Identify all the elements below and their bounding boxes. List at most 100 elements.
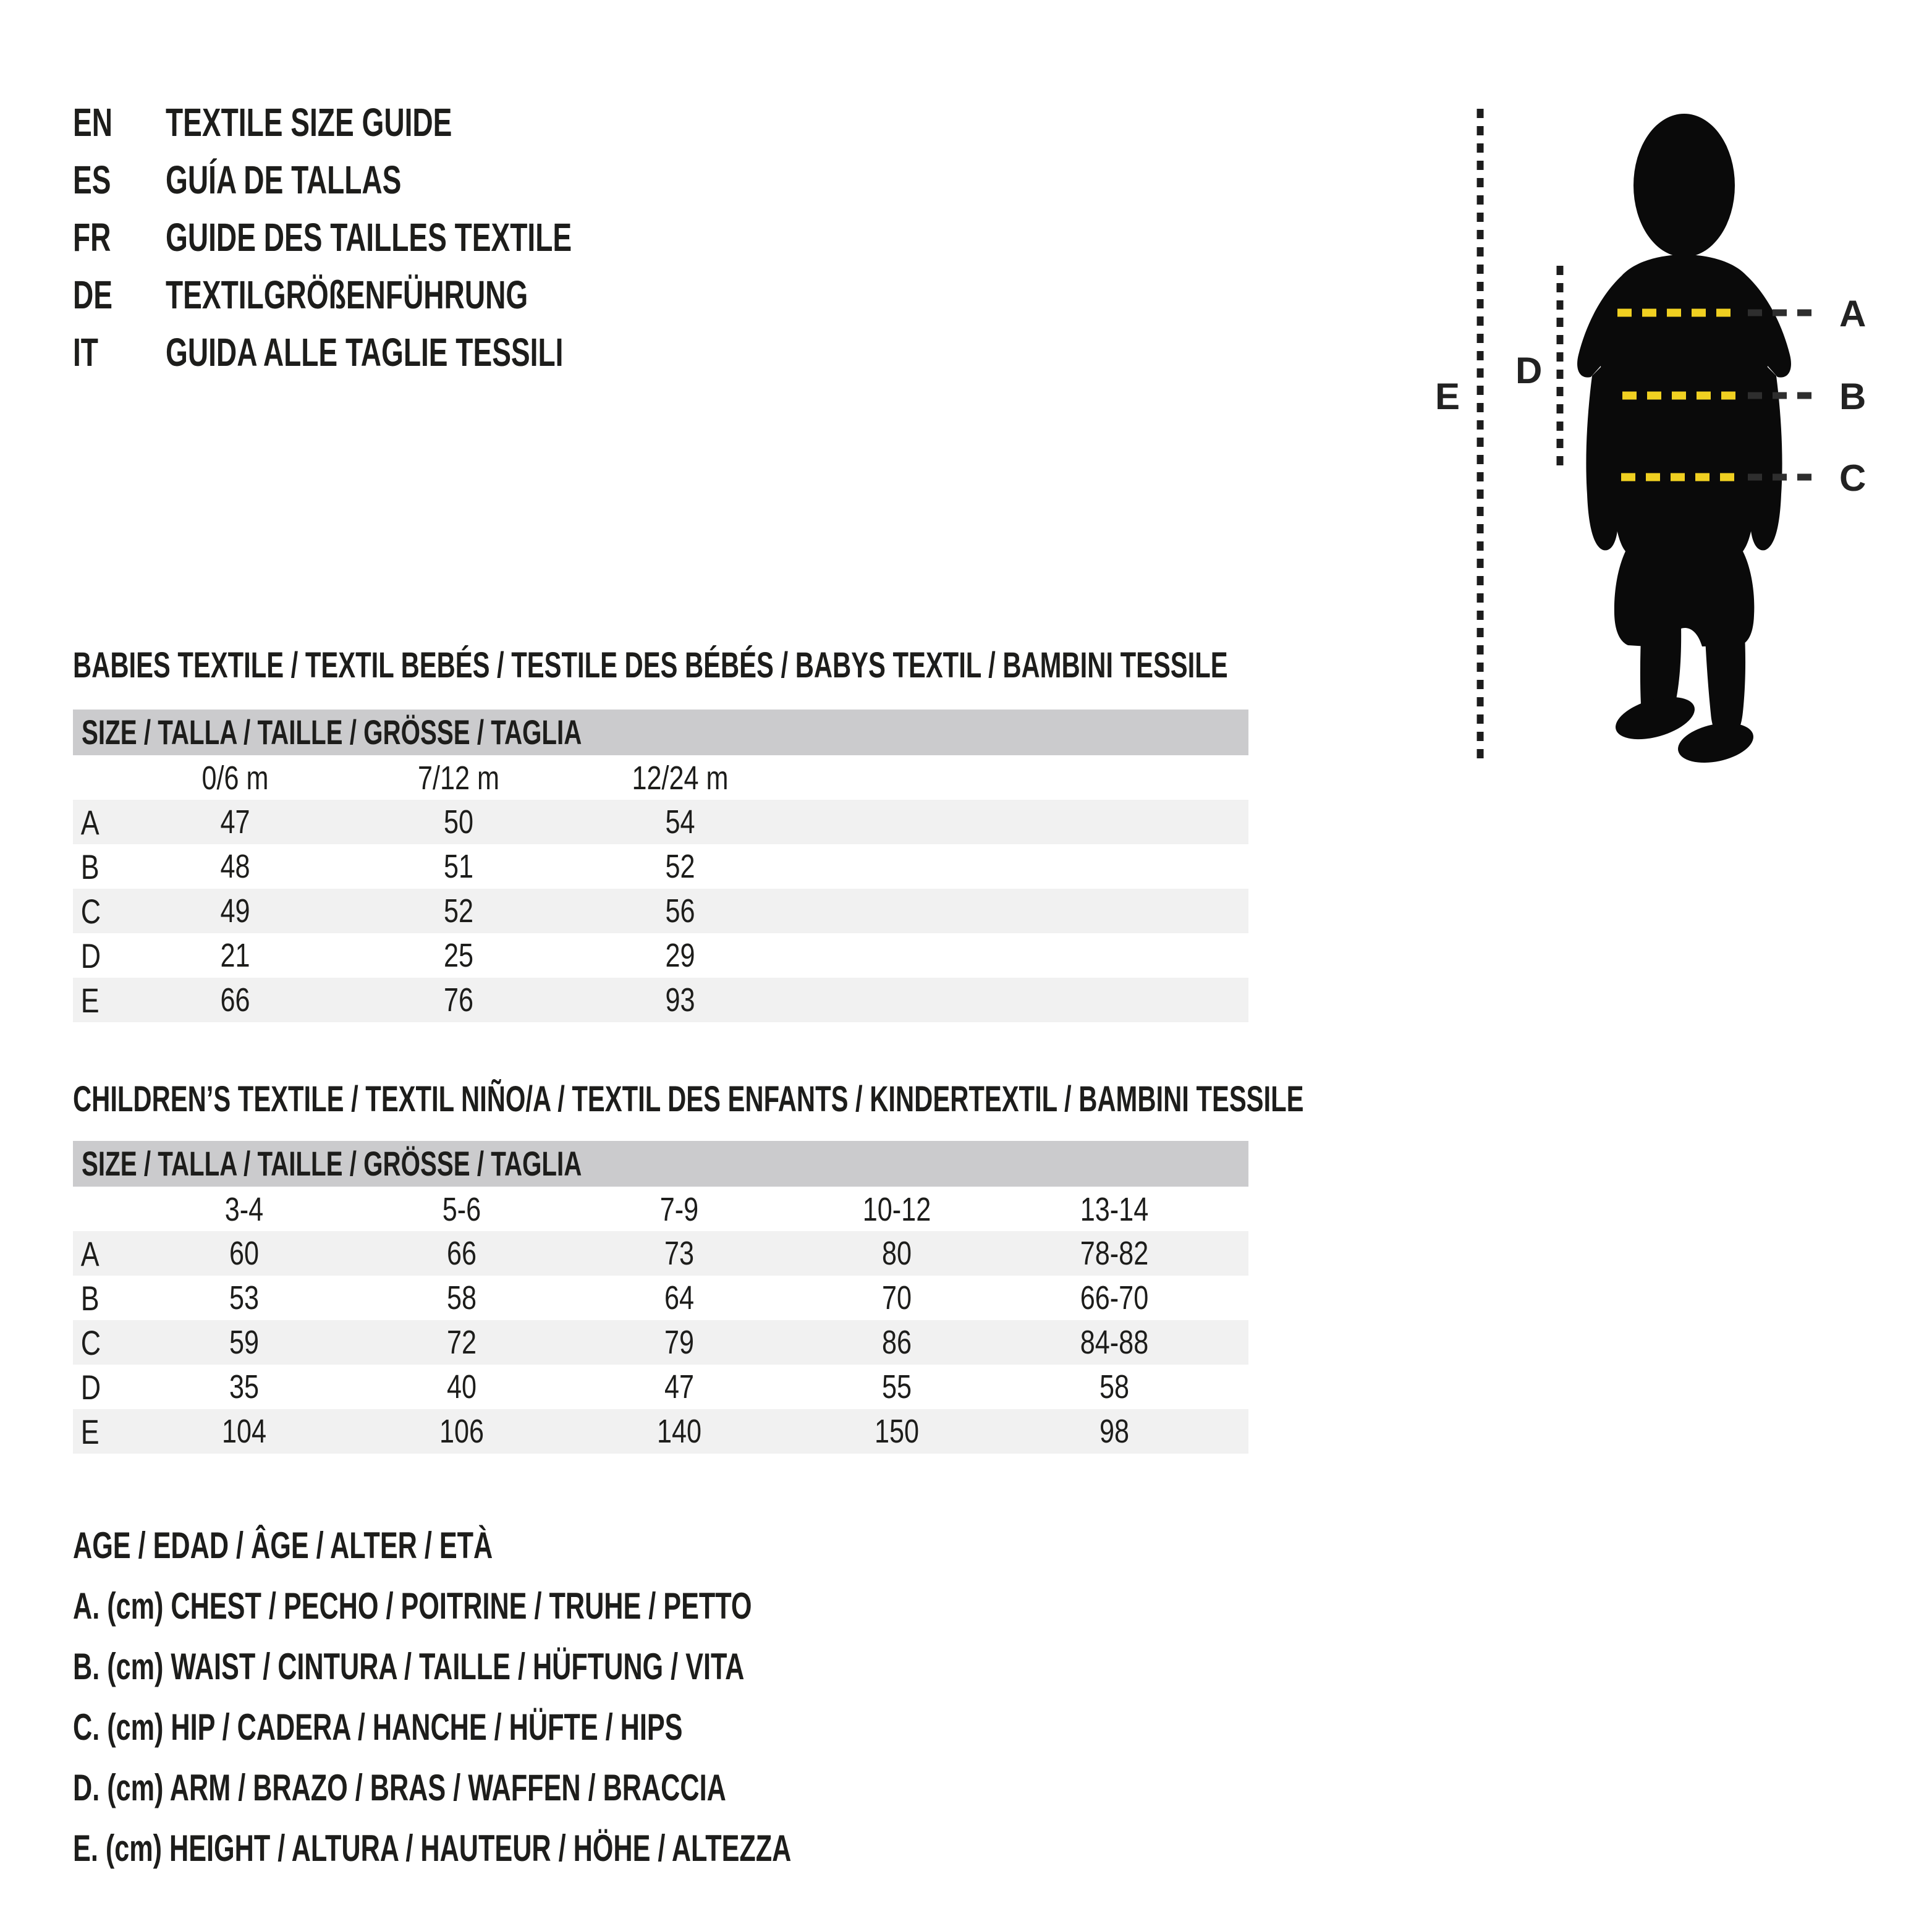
measurement-legend: AGE / EDAD / ÂGE / ALTER / ETÀ A. (cm) CH… bbox=[73, 1515, 1070, 1879]
size-value: 56 bbox=[665, 892, 695, 930]
language-title-list: EN TEXTILE SIZE GUIDE ES GUÍA DE TALLAS FR GU… bbox=[73, 94, 730, 381]
row-label: A bbox=[80, 1234, 100, 1273]
size-value: 66 bbox=[446, 1235, 477, 1272]
legend-text: B. (cm) WAIST / CINTURA / TAILLE / HÜFTU… bbox=[73, 1646, 745, 1687]
size-value: 53 bbox=[229, 1279, 260, 1316]
size-value: 98 bbox=[1099, 1413, 1130, 1450]
column-header: 12/24 m bbox=[632, 760, 729, 797]
size-value: 64 bbox=[664, 1279, 695, 1316]
label-waist: B bbox=[1839, 376, 1866, 417]
column-header: 7-9 bbox=[659, 1191, 699, 1228]
size-value: 40 bbox=[446, 1368, 477, 1405]
language-row: IT GUIDA ALLE TAGLIE TESSILI bbox=[73, 324, 730, 381]
size-value: 78-82 bbox=[1080, 1235, 1149, 1272]
size-value: 25 bbox=[443, 937, 474, 974]
legend-text: C. (cm) HIP / CADERA / HANCHE / HÜFTE / … bbox=[73, 1706, 683, 1748]
legend-text: D. (cm) ARM / BRAZO / BRAS / WAFFEN / BR… bbox=[73, 1767, 726, 1808]
language-row: FR GUIDE DES TAILLES TEXTILE bbox=[73, 209, 730, 266]
size-value: 140 bbox=[656, 1413, 702, 1450]
size-value: 51 bbox=[443, 848, 474, 885]
children-section-title: CHILDREN’S TEXTILE / TEXTIL NIÑO/A / TEX… bbox=[73, 1080, 1782, 1119]
row-label: E bbox=[80, 1412, 100, 1451]
babies-table: A 47 50 54 B 48 51 52 C 49 52 56 D 21 25 29 E 66 76 93 bbox=[73, 800, 1248, 1022]
label-arm: D bbox=[1515, 350, 1542, 391]
language-code: ES bbox=[73, 158, 111, 202]
column-header: 13-14 bbox=[1080, 1191, 1149, 1228]
size-value: 35 bbox=[229, 1368, 260, 1405]
babies-section-title-text: BABIES TEXTILE / TEXTIL BEBÉS / TESTILE … bbox=[73, 645, 1228, 685]
row-label: B bbox=[80, 847, 100, 886]
table-row: A 60 66 73 80 78-82 bbox=[73, 1231, 1248, 1276]
row-label: B bbox=[80, 1278, 100, 1318]
size-value: 49 bbox=[220, 892, 250, 930]
row-label: C bbox=[80, 1323, 101, 1362]
size-value: 58 bbox=[1099, 1368, 1130, 1405]
language-code: DE bbox=[73, 273, 113, 317]
label-height: E bbox=[1435, 376, 1460, 417]
size-value: 58 bbox=[446, 1279, 477, 1316]
row-label: E bbox=[80, 980, 100, 1020]
table-row: D 21 25 29 bbox=[73, 933, 1248, 978]
babies-column-headers: 0/6 m 7/12 m 12/24 m bbox=[73, 758, 1248, 799]
size-value: 59 bbox=[229, 1324, 260, 1361]
size-value: 66 bbox=[220, 981, 250, 1019]
babies-size-header-bar: SIZE / TALLA / TAILLE / GRÖSSE / TAGLIA bbox=[73, 710, 1248, 755]
size-value: 79 bbox=[664, 1324, 695, 1361]
language-code: IT bbox=[73, 330, 98, 375]
language-row: ES GUÍA DE TALLAS bbox=[73, 151, 730, 209]
guide-title: GUIDE DES TAILLES TEXTILE bbox=[166, 215, 572, 260]
children-size-header-text: SIZE / TALLA / TAILLE / GRÖSSE / TAGLIA bbox=[82, 1144, 582, 1183]
size-value: 52 bbox=[665, 848, 695, 885]
size-value: 73 bbox=[664, 1235, 695, 1272]
legend-line: C. (cm) HIP / CADERA / HANCHE / HÜFTE / … bbox=[73, 1697, 1070, 1758]
size-value: 55 bbox=[881, 1368, 912, 1405]
label-chest: A bbox=[1839, 293, 1866, 334]
column-header: 0/6 m bbox=[201, 760, 269, 797]
babies-size-header-text: SIZE / TALLA / TAILLE / GRÖSSE / TAGLIA bbox=[82, 713, 582, 752]
legend-text: A. (cm) CHEST / PECHO / POITRINE / TRUHE… bbox=[73, 1585, 752, 1627]
legend-line: A. (cm) CHEST / PECHO / POITRINE / TRUHE… bbox=[73, 1576, 1070, 1637]
table-row: C 49 52 56 bbox=[73, 889, 1248, 933]
table-row: E 104 106 140 150 98 bbox=[73, 1409, 1248, 1454]
babies-section-title: BABIES TEXTILE / TEXTIL BEBÉS / TESTILE … bbox=[73, 646, 1677, 685]
size-value: 60 bbox=[229, 1235, 260, 1272]
size-value: 76 bbox=[443, 981, 474, 1019]
size-value: 21 bbox=[220, 937, 250, 974]
guide-title: GUÍA DE TALLAS bbox=[166, 158, 402, 202]
column-header: 3-4 bbox=[224, 1191, 264, 1228]
row-label: D bbox=[80, 936, 101, 975]
size-value: 104 bbox=[221, 1413, 267, 1450]
table-row: A 47 50 54 bbox=[73, 800, 1248, 844]
table-row: B 48 51 52 bbox=[73, 844, 1248, 889]
size-value: 84-88 bbox=[1080, 1324, 1149, 1361]
size-value: 150 bbox=[874, 1413, 920, 1450]
guide-title: GUIDA ALLE TAGLIE TESSILI bbox=[166, 330, 564, 375]
legend-line: B. (cm) WAIST / CINTURA / TAILLE / HÜFTU… bbox=[73, 1637, 1070, 1697]
column-header: 10-12 bbox=[862, 1191, 931, 1228]
guide-title: TEXTILGRÖßENFÜHRUNG bbox=[166, 273, 528, 317]
size-value: 54 bbox=[665, 803, 695, 841]
legend-text: AGE / EDAD / ÂGE / ALTER / ETÀ bbox=[73, 1525, 493, 1566]
legend-text: E. (cm) HEIGHT / ALTURA / HAUTEUR / HÖHE… bbox=[73, 1828, 792, 1869]
children-section-title-text: CHILDREN’S TEXTILE / TEXTIL NIÑO/A / TEX… bbox=[73, 1079, 1304, 1119]
label-hip: C bbox=[1839, 457, 1866, 499]
legend-line: D. (cm) ARM / BRAZO / BRAS / WAFFEN / BR… bbox=[73, 1758, 1070, 1818]
size-value: 86 bbox=[881, 1324, 912, 1361]
child-measurement-figure: A B C D E bbox=[1435, 109, 1866, 764]
size-value: 80 bbox=[881, 1235, 912, 1272]
size-value: 52 bbox=[443, 892, 474, 930]
row-label: C bbox=[80, 891, 101, 931]
row-label: A bbox=[80, 802, 100, 842]
language-code: FR bbox=[73, 215, 111, 260]
size-value: 47 bbox=[664, 1368, 695, 1405]
column-header: 7/12 m bbox=[417, 760, 500, 797]
size-value: 70 bbox=[881, 1279, 912, 1316]
legend-line: E. (cm) HEIGHT / ALTURA / HAUTEUR / HÖHE… bbox=[73, 1818, 1070, 1879]
children-table: A 60 66 73 80 78-82 B 53 58 64 70 66-70 C 59 72 79 86 84-… bbox=[73, 1231, 1248, 1454]
size-value: 50 bbox=[443, 803, 474, 841]
size-value: 48 bbox=[220, 848, 250, 885]
table-row: E 66 76 93 bbox=[73, 978, 1248, 1022]
size-value: 66-70 bbox=[1080, 1279, 1149, 1316]
table-row: C 59 72 79 86 84-88 bbox=[73, 1320, 1248, 1365]
